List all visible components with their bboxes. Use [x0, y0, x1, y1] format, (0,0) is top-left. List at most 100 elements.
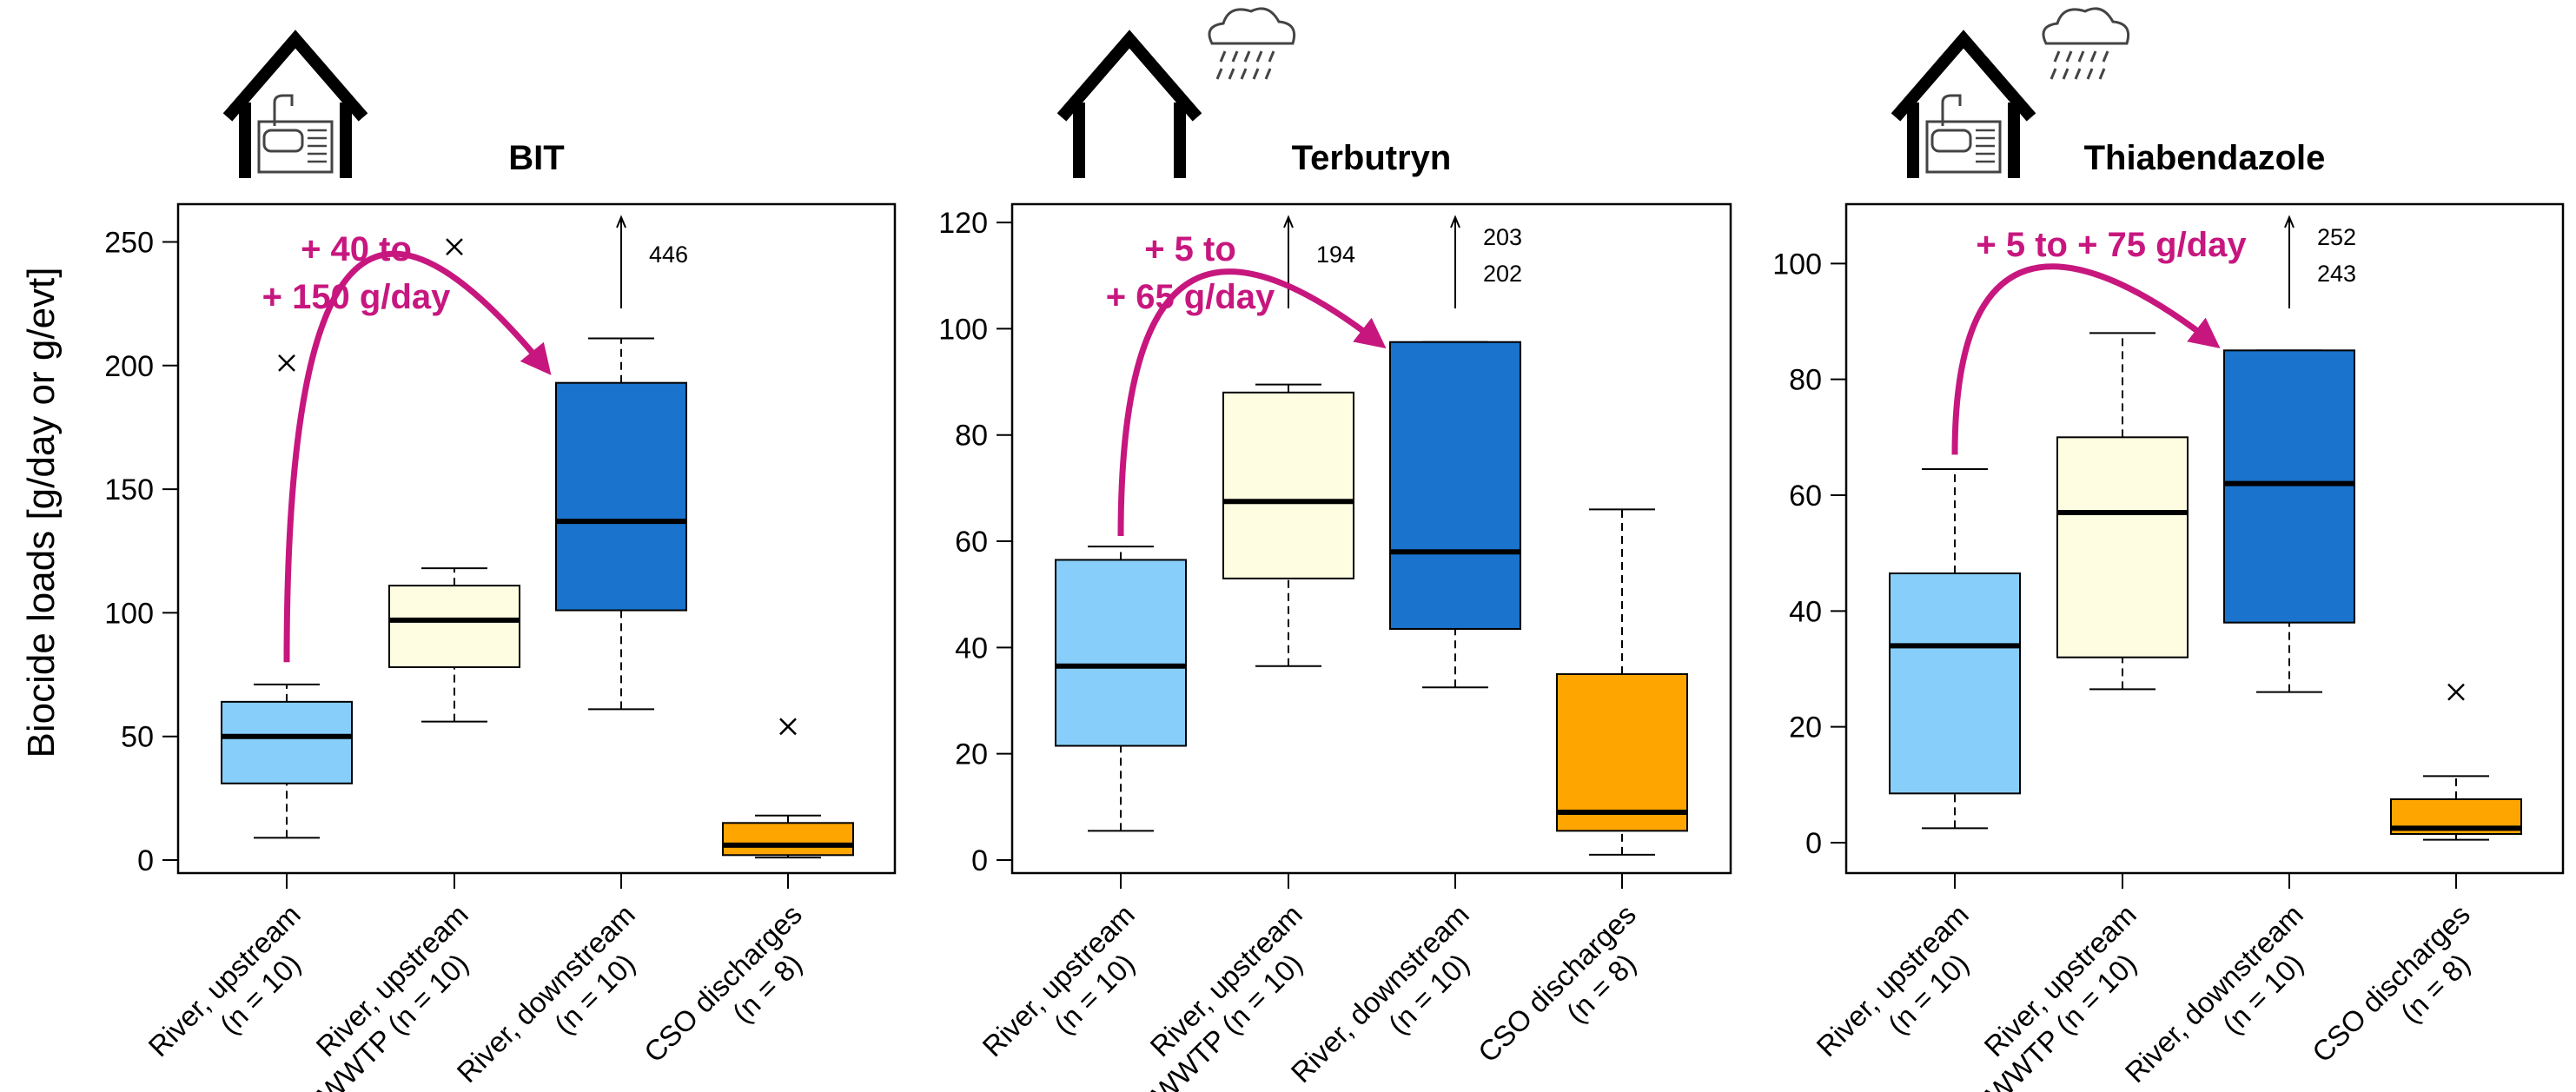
offscale-value: 252 — [2317, 224, 2356, 250]
offscale-value: 203 — [1483, 224, 1522, 250]
annotation-line1: + 5 to — [1144, 230, 1236, 268]
y-tick-label: 20 — [955, 738, 988, 771]
offscale-value: 243 — [2317, 261, 2356, 287]
rain-drop — [2065, 50, 2073, 63]
sink-faucet — [273, 94, 294, 126]
offscale-arrowhead — [1450, 215, 1460, 228]
iqr-box — [388, 585, 520, 668]
house-rain-icon — [1056, 7, 1296, 178]
offscale-arrowhead — [616, 215, 626, 228]
sink-basin — [262, 129, 304, 153]
offscale-value: 194 — [1316, 242, 1355, 268]
house-sink-icon — [222, 30, 368, 178]
rain-drop — [1219, 50, 1227, 63]
panel-2: Terbutryn020406080100120194203202River, … — [938, 7, 1732, 1092]
outlier-point — [2447, 683, 2465, 701]
outlier-point — [779, 718, 797, 736]
box-2: 194 — [1222, 215, 1355, 667]
rain-drop — [2074, 68, 2082, 80]
category-label: River, downstream(n = 10) — [451, 898, 641, 1089]
y-tick-label: 200 — [104, 350, 154, 383]
y-tick-label: 40 — [1789, 595, 1822, 628]
y-tick-label: 100 — [104, 597, 154, 630]
box-1 — [221, 354, 353, 839]
y-tick-label: 60 — [1789, 480, 1822, 513]
iqr-box — [221, 700, 353, 784]
plot-frame — [1844, 202, 2565, 875]
category-label: CSO discharges(n = 8) — [1472, 898, 1642, 1069]
y-tick-label: 0 — [137, 844, 154, 877]
category-label: River, upstream(n = 10) — [1810, 898, 1975, 1063]
outlier-stroke — [2447, 683, 2465, 701]
y-axis-label: Biocide loads [g/day or g/evt] — [20, 268, 63, 758]
category-label: River, upstream(n = 10) — [142, 898, 307, 1063]
increase-arrow — [283, 250, 552, 663]
category-label: CSO discharges(n = 8) — [2306, 898, 2476, 1069]
rain-drop — [2086, 68, 2094, 80]
rain-drop — [1240, 68, 1248, 80]
sink-cabinet — [1925, 120, 2002, 174]
rain-drop — [1264, 68, 1272, 80]
sink-icon — [257, 94, 334, 174]
box-3: 446 — [555, 215, 688, 711]
rain-drop — [2102, 50, 2109, 63]
y-tick-label: 40 — [955, 632, 988, 665]
outlier-point — [278, 354, 295, 372]
y-tick-label: 80 — [955, 420, 988, 453]
rain-drop — [1243, 50, 1251, 63]
y-tick-label: 150 — [104, 473, 154, 506]
rain-drop — [2089, 50, 2097, 63]
cloud-outline — [2042, 7, 2130, 45]
sink-icon — [1925, 94, 2002, 174]
house-sink-rain-icon — [1891, 7, 2130, 178]
rain-drop — [2098, 68, 2106, 80]
box-4 — [1556, 508, 1688, 856]
iqr-box — [722, 822, 854, 857]
annotation-line2: + 65 g/day — [1106, 278, 1275, 316]
panel-title: Terbutryn — [1292, 139, 1452, 177]
iqr-box — [2223, 349, 2355, 624]
annotation-line1: + 5 to + 75 g/day — [1976, 226, 2247, 264]
box-4 — [2390, 683, 2522, 841]
outlier-stroke — [779, 718, 797, 736]
house-roof-icon — [1056, 30, 1202, 122]
y-tick-label: 250 — [104, 226, 154, 259]
iqr-box — [1222, 391, 1354, 579]
y-tick-label: 50 — [121, 721, 154, 754]
outlier-point — [446, 238, 463, 256]
annotation-line2: + 150 g/day — [262, 278, 452, 316]
category-label: River, upstream(n = 10) — [976, 898, 1141, 1063]
iqr-box — [1556, 672, 1688, 832]
rain-drop — [2050, 68, 2057, 80]
rain-drop — [2077, 50, 2085, 63]
iqr-box — [1889, 572, 2021, 795]
y-tick-label: 20 — [1789, 711, 1822, 745]
category-label: River, downstream(n = 10) — [2119, 898, 2309, 1089]
y-tick-label: 0 — [971, 844, 988, 877]
outlier-stroke — [446, 238, 463, 256]
y-tick-label: 100 — [938, 313, 988, 346]
box-1 — [1889, 468, 2021, 830]
offscale-value: 446 — [649, 242, 688, 268]
house-roof-icon — [222, 30, 368, 122]
rain-drop — [2053, 50, 2061, 63]
cloud-outline — [1208, 7, 1296, 45]
iqr-box — [1389, 341, 1521, 630]
panel-title: BIT — [508, 139, 564, 177]
plot-frame — [176, 202, 897, 875]
category-label: River, downstream(n = 10) — [1285, 898, 1475, 1089]
house-roof-icon — [1891, 30, 2036, 122]
rain-cloud-icon — [1208, 7, 1296, 80]
box-1 — [1055, 546, 1187, 832]
sink-basin — [1930, 129, 1972, 153]
category-label: CSO discharges(n = 8) — [638, 898, 808, 1069]
offscale-value: 202 — [1483, 261, 1522, 287]
box-2 — [2056, 332, 2189, 691]
rain-drop — [1268, 50, 1275, 63]
box-2 — [388, 238, 520, 723]
sink-faucet — [1941, 94, 1962, 126]
rain-drop — [1255, 50, 1263, 63]
sink-cabinet — [257, 120, 334, 174]
annotation-line1: + 40 to — [301, 230, 412, 268]
increase-arrow — [1951, 263, 2221, 455]
